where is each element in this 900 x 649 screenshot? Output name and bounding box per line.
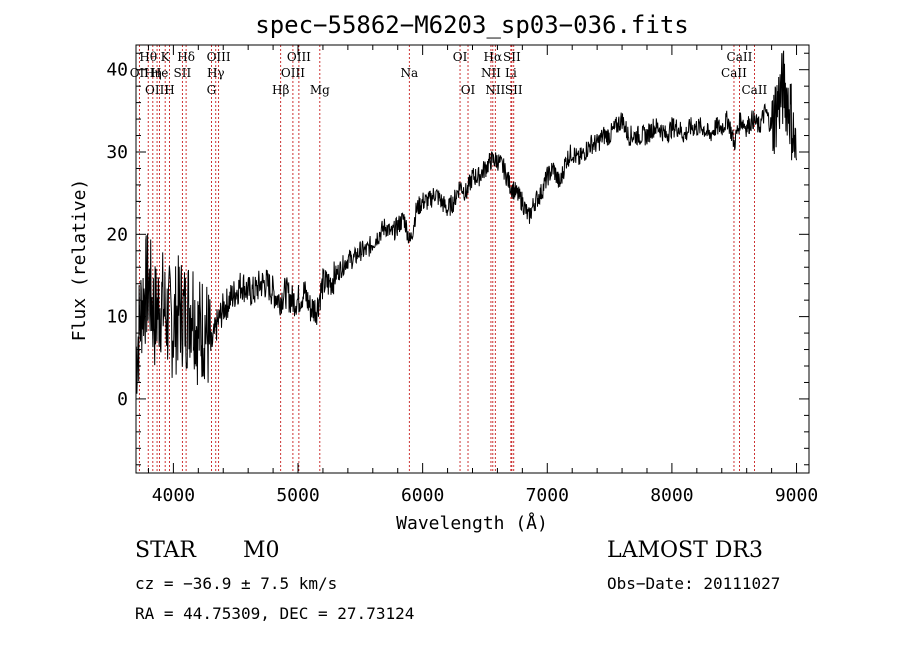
emission-line-label: CaII bbox=[727, 50, 753, 64]
emission-line-label: OII bbox=[130, 66, 150, 80]
emission-line-label: Hθ bbox=[139, 50, 157, 64]
emission-line-label: OIII bbox=[287, 50, 311, 64]
x-tick-label: 9000 bbox=[775, 485, 818, 506]
y-tick-label: 40 bbox=[106, 60, 128, 81]
emission-line-label: OI bbox=[453, 50, 468, 64]
plot-frame bbox=[135, 44, 810, 474]
chart-title: spec−55862−M6203_sp03−036.fits bbox=[255, 11, 688, 39]
x-tick-label: 8000 bbox=[650, 485, 693, 506]
emission-line-label: Hη bbox=[144, 66, 162, 80]
object-subclass: M0 bbox=[243, 538, 280, 563]
x-tick-label: 7000 bbox=[526, 485, 569, 506]
emission-line-label: He bbox=[151, 66, 169, 80]
y-tick-label: 30 bbox=[106, 142, 128, 163]
y-tick-label: 20 bbox=[106, 224, 128, 245]
x-axis-label: Wavelength (Å) bbox=[396, 512, 548, 534]
emission-line-label: OI bbox=[461, 83, 476, 97]
x-tick-label: 6000 bbox=[401, 485, 444, 506]
emission-line-label: Li bbox=[505, 66, 517, 80]
emission-line-label: Hγ bbox=[207, 66, 225, 80]
emission-line-label: K bbox=[161, 50, 171, 64]
emission-line-label: SII bbox=[503, 50, 521, 64]
survey-name: LAMOST DR3 bbox=[607, 538, 763, 563]
emission-line-label: SII bbox=[174, 66, 192, 80]
y-tick-labels: 0 10 20 30 40 bbox=[106, 60, 128, 410]
spectrum-line bbox=[135, 50, 797, 394]
emission-line-label: OIII bbox=[281, 66, 305, 80]
x-tick-label: 4000 bbox=[152, 485, 195, 506]
redshift-velocity: cz = −36.9 ± 7.5 km/s bbox=[135, 574, 338, 593]
emission-line-label: Mg bbox=[310, 83, 330, 97]
emission-line-label: Hδ bbox=[177, 50, 195, 64]
emission-line-label: SII bbox=[505, 83, 523, 97]
x-tick-label: 5000 bbox=[276, 485, 319, 506]
axis-ticks bbox=[136, 45, 809, 473]
emission-line-markers bbox=[138, 45, 755, 473]
emission-line-label: NII bbox=[481, 66, 501, 80]
emission-line-label: Hβ bbox=[272, 83, 289, 97]
y-tick-label: 0 bbox=[117, 389, 128, 410]
coordinates: RA = 44.75309, DEC = 27.73124 bbox=[135, 604, 415, 623]
emission-line-label: OIII bbox=[145, 83, 169, 97]
emission-line-label: Na bbox=[400, 66, 418, 80]
x-tick-labels: 4000 5000 6000 7000 8000 9000 bbox=[152, 485, 819, 506]
emission-line-label: H bbox=[164, 83, 174, 97]
observation-date: Obs−Date: 20111027 bbox=[607, 574, 781, 593]
object-class: STAR bbox=[135, 538, 196, 563]
y-axis-label: Flux (relative) bbox=[69, 179, 90, 342]
emission-line-label: CaII bbox=[741, 83, 767, 97]
emission-line-label: CaII bbox=[721, 66, 747, 80]
emission-line-label: G bbox=[207, 83, 217, 97]
emission-line-label: OIII bbox=[207, 50, 231, 64]
emission-line-label: NII bbox=[485, 83, 505, 97]
y-tick-label: 10 bbox=[106, 307, 128, 328]
emission-line-label: Hα bbox=[484, 50, 503, 64]
